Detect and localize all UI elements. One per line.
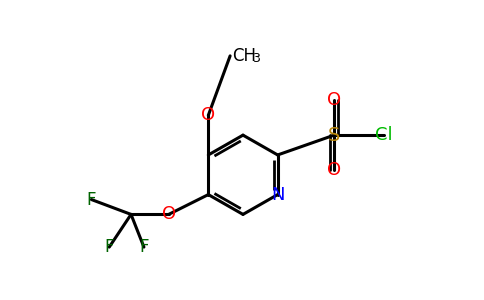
Text: O: O bbox=[162, 206, 176, 224]
Text: O: O bbox=[327, 161, 341, 179]
Text: S: S bbox=[328, 126, 340, 145]
Text: CH: CH bbox=[232, 47, 256, 65]
Text: O: O bbox=[327, 92, 341, 110]
Text: N: N bbox=[271, 186, 285, 204]
Text: F: F bbox=[139, 238, 149, 256]
Text: O: O bbox=[201, 106, 215, 124]
Text: F: F bbox=[87, 190, 96, 208]
Text: 3: 3 bbox=[252, 52, 260, 65]
Text: F: F bbox=[105, 238, 114, 256]
Text: Cl: Cl bbox=[375, 126, 393, 144]
